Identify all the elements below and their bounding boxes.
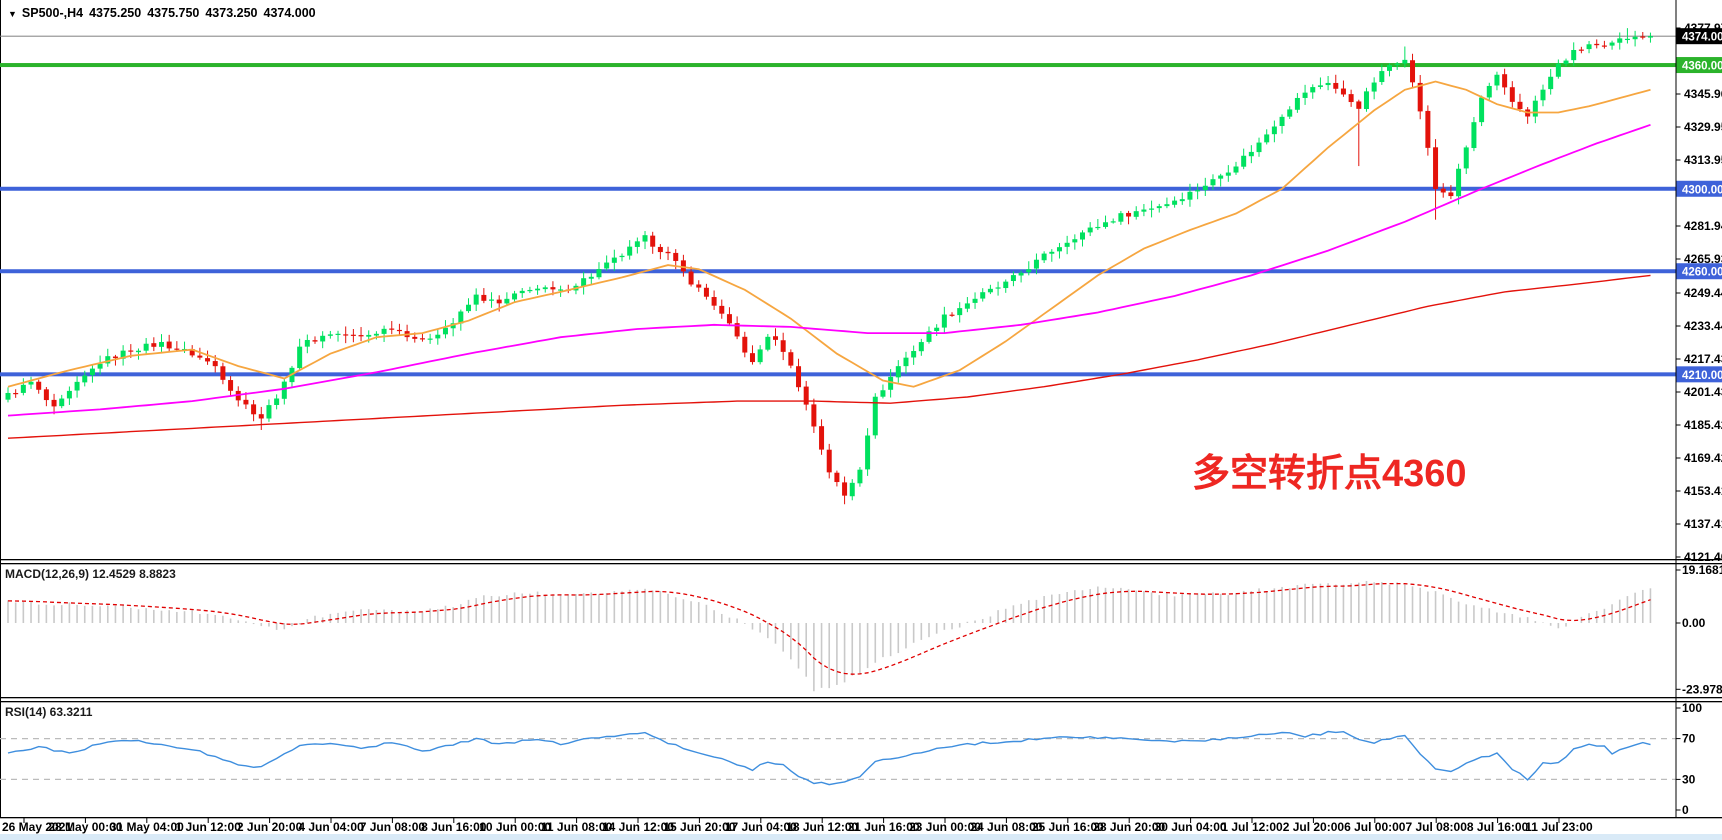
moving-average-slow	[7, 274, 1651, 439]
time-axis-label: 11 Jun 08:00	[541, 820, 613, 834]
time-axis-label: 6 Jul 00:00	[1344, 820, 1406, 834]
time-axis-label: 23 Jun 00:00	[909, 820, 981, 834]
time-axis-scale[interactable]	[0, 818, 1722, 835]
macd-indicator-label: MACD(12,26,9) 12.4529 8.8823	[5, 567, 176, 581]
price-axis-label: 4121.405	[1684, 550, 1722, 564]
bar-close-value: 4374.000	[263, 6, 316, 20]
symbol-ohlc-header: ▼ SP500-,H4 4375.250 4375.750 4373.250 4374.0…	[8, 6, 322, 20]
time-axis-label: 26 May 2021	[2, 820, 72, 834]
price-badge-label: 4260.000	[1682, 267, 1722, 279]
rsi-axis-labels: 100 70 30 0	[1675, 701, 1702, 817]
time-axis-label: 30 Jun 04:00	[1155, 820, 1227, 834]
bar-low-value: 4373.250	[205, 6, 258, 20]
current-price-badge	[1676, 28, 1722, 45]
time-axis-label: 1 Jul 12:00	[1221, 820, 1283, 834]
candlesticks	[5, 28, 1653, 505]
rsi-axis-label: 30	[1682, 772, 1696, 786]
macd-axis-label: 19.1681	[1682, 563, 1722, 577]
moving-average-medium	[7, 123, 1651, 417]
time-axis-label: 18 Jun 12:00	[786, 820, 858, 834]
price-axis-labels: 4377.9704345.9604329.9554313.9504281.940…	[1675, 21, 1722, 564]
support-resistance-line	[0, 269, 1676, 274]
price-axis-label: 4185.425	[1684, 418, 1722, 432]
time-axis-label: 11 Jul 23:00	[1525, 820, 1593, 834]
price-axis-label: 4313.950	[1684, 153, 1722, 167]
time-axis-label: 10 Jun 00:00	[479, 820, 551, 834]
price-axis-label: 4265.935	[1684, 252, 1722, 266]
chart-annotation-text: 多空转折点4360	[1192, 453, 1467, 495]
rsi-axis-label: 0	[1682, 803, 1689, 817]
dropdown-triangle-icon[interactable]: ▼	[8, 9, 17, 19]
rsi-indicator-label: RSI(14) 63.3211	[5, 705, 93, 719]
main-chart-area[interactable]	[0, 0, 1676, 559]
ma-fast	[7, 80, 1651, 388]
time-axis-label: 2 Jul 20:00	[1283, 820, 1345, 834]
macd-signal	[7, 582, 1651, 675]
price-badge-label: 4300.000	[1682, 184, 1722, 196]
time-axis-label: 21 Jun 16:00	[848, 820, 920, 834]
price-axis-label: 4169.420	[1684, 451, 1722, 465]
time-axis-label: 28 May 00:00	[48, 820, 122, 834]
time-axis-label: 24 Jun 08:00	[970, 820, 1042, 834]
bar-high-value: 4375.750	[147, 6, 200, 20]
price-axis-label: 4249.445	[1684, 286, 1722, 300]
time-axis-label: 8 Jun 16:00	[421, 820, 487, 834]
rsi-indicator-panel[interactable]	[0, 703, 1676, 817]
time-axis-label: 4 Jun 04:00	[298, 820, 364, 834]
level-badge	[1676, 180, 1722, 197]
time-axis-label: 28 Jun 20:00	[1093, 820, 1165, 834]
time-axis-label: 15 Jun 20:00	[663, 820, 735, 834]
rsi-plot	[0, 730, 1676, 786]
macd-axis-label: 0.00	[1682, 616, 1706, 630]
price-axis-label: 4233.440	[1684, 319, 1722, 333]
time-axis-label: 14 Jun 12:00	[602, 820, 674, 834]
price-axis-label: 4217.435	[1684, 352, 1722, 366]
time-axis-label: 8 Jul 16:00	[1467, 820, 1529, 834]
price-axis-label: 4281.940	[1684, 219, 1722, 233]
price-axis-label: 4137.410	[1684, 517, 1722, 531]
macd-indicator-panel[interactable]	[0, 565, 1676, 697]
time-axis-label: 2 Jun 20:00	[237, 820, 303, 834]
price-axis-label: 4329.955	[1684, 120, 1722, 134]
price-axis-label: 4153.415	[1684, 484, 1722, 498]
time-axis-label: 25 Jun 16:00	[1032, 820, 1104, 834]
current-price-line	[0, 35, 1676, 37]
price-axis-scale[interactable]	[1676, 0, 1722, 818]
time-axis-label: 17 Jun 04:00	[725, 820, 797, 834]
support-resistance-line	[0, 372, 1676, 377]
price-badge-label: 4210.000	[1682, 370, 1722, 382]
price-badge-label: 4360.000	[1682, 61, 1722, 73]
rsi-axis-label: 100	[1682, 701, 1702, 715]
symbol-label: SP500-,H4	[21, 6, 84, 20]
macd-histogram	[7, 581, 1652, 692]
time-axis-label: 31 May 04:00	[110, 820, 184, 834]
rsi-axis-label: 70	[1682, 732, 1696, 746]
ma-medium	[7, 123, 1651, 417]
horizontal-level-lines	[0, 35, 1676, 377]
price-axis-label: 4345.960	[1684, 87, 1722, 101]
time-axis-label: 1 Jun 12:00	[176, 820, 242, 834]
ma-slow	[7, 274, 1651, 439]
time-axis-label: 7 Jun 08:00	[360, 820, 426, 834]
level-badge	[1676, 263, 1722, 280]
time-axis-label: 7 Jul 08:00	[1406, 820, 1468, 834]
bar-open-value: 4375.250	[89, 6, 142, 20]
support-resistance-line	[0, 186, 1676, 191]
support-resistance-line	[0, 63, 1676, 68]
price-axis-label: 4201.430	[1684, 385, 1722, 399]
moving-average-fast	[7, 80, 1651, 388]
level-badge	[1676, 57, 1722, 74]
macd-signal-line	[7, 582, 1651, 675]
price-badge-label: 4374.000	[1682, 32, 1722, 44]
level-badge	[1676, 366, 1722, 383]
rsi-line	[7, 730, 1651, 786]
